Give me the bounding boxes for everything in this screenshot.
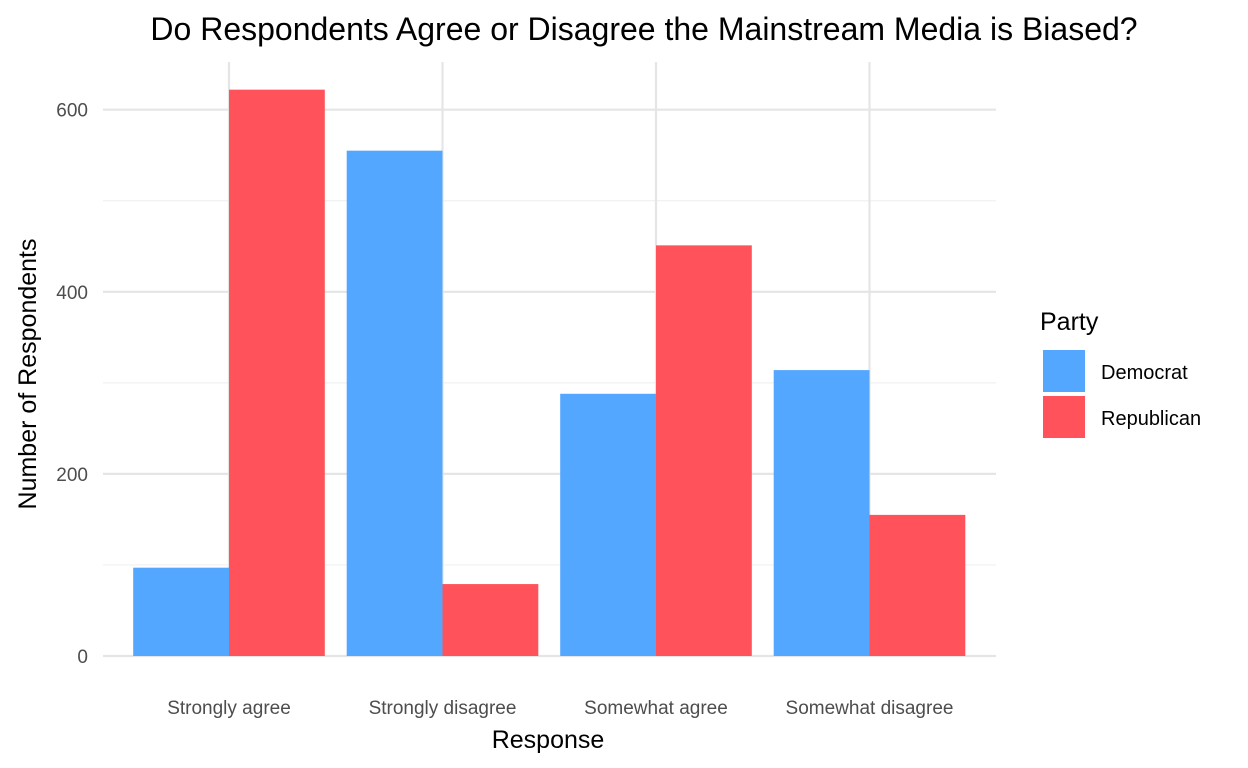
y-axis-ticks: 0 200 400 600 [56,101,88,668]
bar-democrat-somewhat-agree [560,393,656,656]
legend-label-democrat: Democrat [1101,362,1188,384]
bar-democrat-strongly-agree [133,567,229,656]
bar-democrat-strongly-disagree [346,150,443,657]
legend-label-republican: Republican [1101,408,1201,430]
legend-swatch-republican [1043,396,1085,438]
bar-republican-strongly-agree [229,89,325,656]
x-tick-label: Somewhat disagree [786,698,954,719]
bar-democrat-somewhat-disagree [773,370,870,656]
x-tick-label: Somewhat agree [584,698,728,719]
bars [133,89,966,657]
x-axis-ticks: Strongly agree Strongly disagree Somewhat … [167,698,953,719]
y-tick-label: 200 [56,465,88,486]
legend: Party Democrat Republican [1040,308,1201,438]
y-tick-label: 600 [56,101,88,122]
y-axis-title: Number of Respondents [14,239,42,510]
bar-republican-strongly-disagree [442,584,539,656]
bar-republican-somewhat-agree [656,245,752,656]
legend-title: Party [1040,308,1099,336]
x-axis-title: Response [492,726,605,754]
bar-republican-somewhat-disagree [869,514,966,656]
legend-swatch-democrat [1043,350,1085,392]
x-tick-label: Strongly agree [167,698,291,719]
y-tick-label: 400 [56,283,88,304]
y-tick-label: 0 [77,647,88,668]
x-tick-label: Strongly disagree [369,698,517,719]
chart-title: Do Respondents Agree or Disagree the Mai… [150,11,1137,47]
